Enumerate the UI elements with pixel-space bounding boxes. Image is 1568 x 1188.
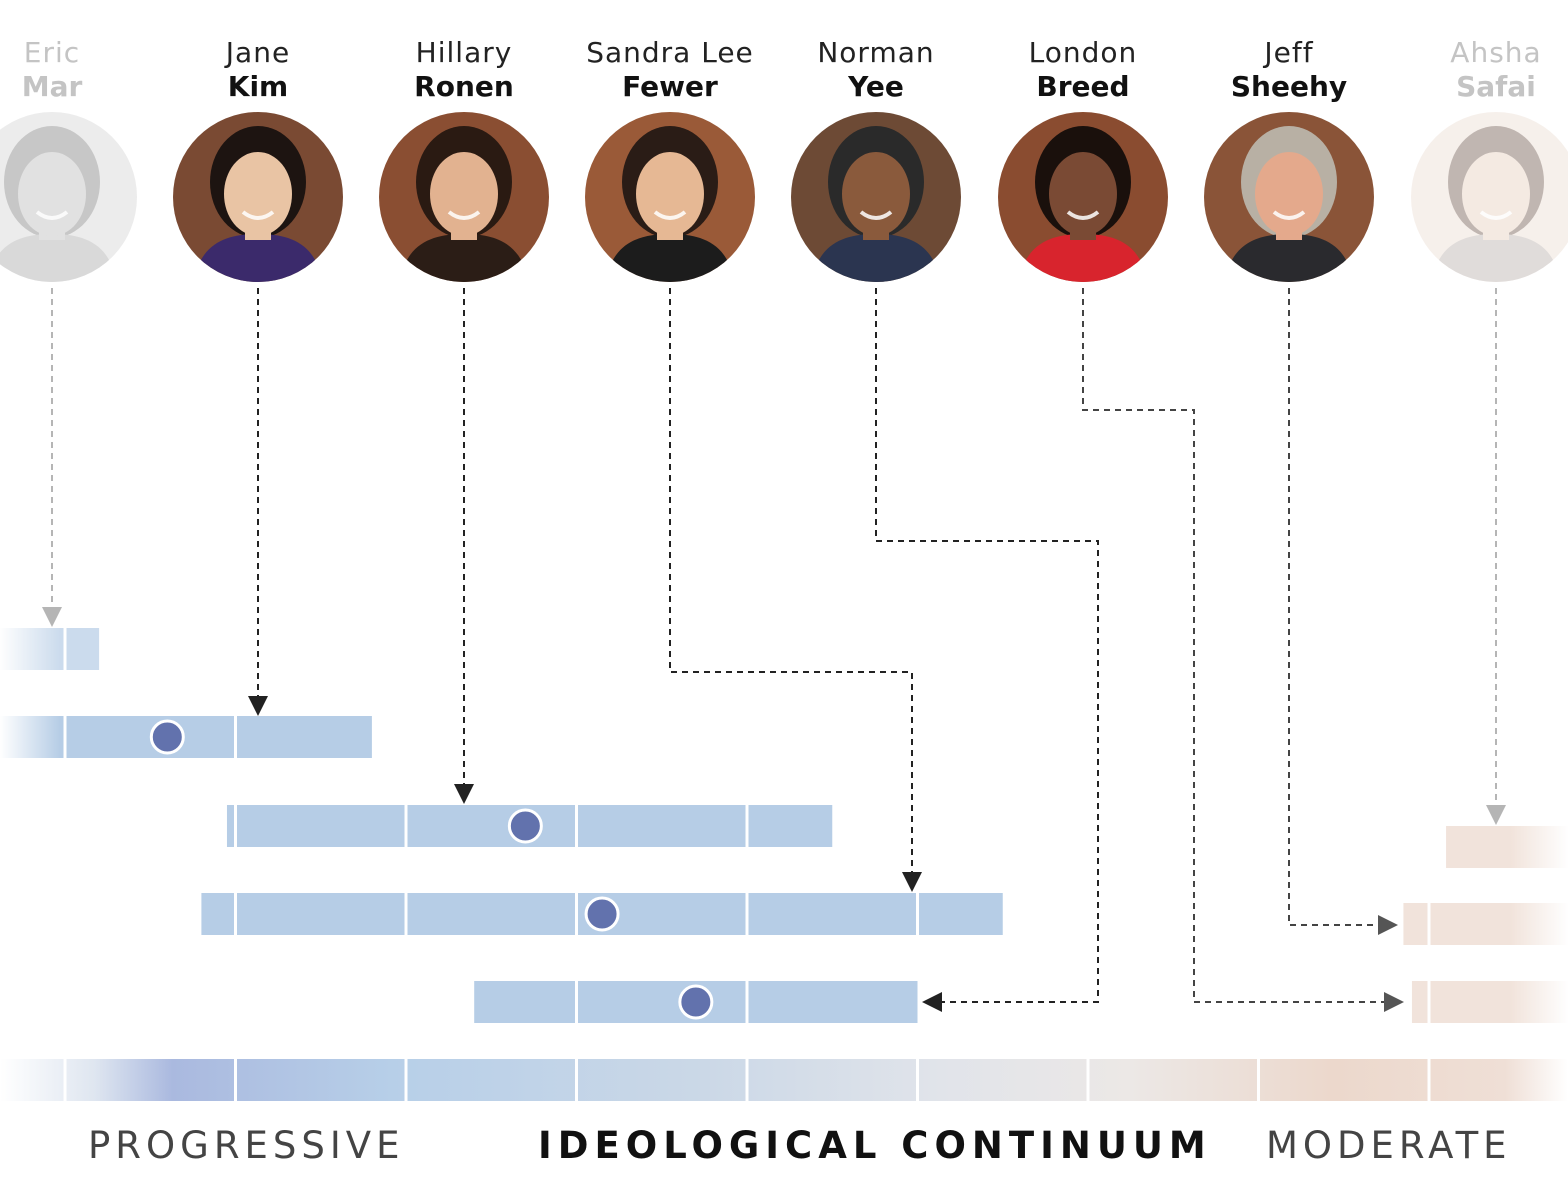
axis-divider <box>234 1059 237 1101</box>
position-dot <box>678 984 714 1020</box>
axis-divider <box>1427 1059 1431 1101</box>
connector-arrow <box>1288 288 1398 935</box>
first-name: Norman <box>817 36 935 69</box>
position-dot <box>507 808 543 844</box>
segment-divider <box>63 716 67 758</box>
supervisor-name-sandra-lee-fewer: Sandra Lee Fewer <box>560 36 780 104</box>
axis-divider <box>745 1059 749 1101</box>
first-name: Ahsha <box>1450 36 1542 69</box>
connector-arrows <box>42 288 1506 1012</box>
range-bar <box>0 716 372 758</box>
supervisor-name-norman-yee: Norman Yee <box>766 36 986 104</box>
supervisor-name-eric-mar: Eric Mar <box>0 36 162 104</box>
first-name: Sandra Lee <box>586 36 754 69</box>
connector-arrow <box>875 288 1099 1012</box>
supervisor-name-london-breed: London Breed <box>973 36 1193 104</box>
range-bar <box>1411 981 1568 1023</box>
axis-divider <box>404 1059 408 1101</box>
segment-divider <box>745 805 749 847</box>
portrait-london-breed <box>998 112 1168 282</box>
moderate-label: MODERATE <box>1266 1124 1512 1167</box>
continuum-title: IDEOLOGICAL CONTINUUM <box>538 1124 1212 1167</box>
segment-divider <box>63 628 67 670</box>
supervisor-name-jeff-sheehy: Jeff Sheehy <box>1179 36 1399 104</box>
segment-divider <box>575 893 578 935</box>
progressive-label: PROGRESSIVE <box>88 1124 405 1167</box>
position-dot <box>584 896 620 932</box>
first-name: Jane <box>225 36 291 69</box>
first-name: Jeff <box>1264 36 1314 69</box>
segment-divider <box>745 981 749 1023</box>
axis-divider <box>575 1059 578 1101</box>
segment-divider <box>916 893 919 935</box>
segment-divider <box>404 805 408 847</box>
axis-divider <box>1086 1059 1090 1101</box>
last-name: Mar <box>21 70 83 103</box>
position-dots <box>149 719 714 1020</box>
portrait-sandra-lee-fewer <box>585 112 755 282</box>
last-name: Sheehy <box>1230 70 1348 103</box>
supervisor-name-hillary-ronen: Hillary Ronen <box>354 36 574 104</box>
connector-arrow <box>669 288 922 892</box>
continuum-axis <box>0 1059 1568 1101</box>
first-name: Eric <box>23 36 81 69</box>
portrait-jane-kim <box>173 112 343 282</box>
axis-divider <box>63 1059 67 1101</box>
range-bar <box>1446 826 1568 868</box>
axis-divider <box>1257 1059 1260 1101</box>
segment-divider <box>1427 903 1431 945</box>
segment-divider <box>575 981 578 1023</box>
segment-divider <box>234 716 237 758</box>
range-bar <box>1403 903 1568 945</box>
portrait-jeff-sheehy <box>1204 112 1374 282</box>
first-name: London <box>1028 36 1138 69</box>
segment-divider <box>234 805 237 847</box>
segment-divider <box>1427 981 1431 1023</box>
position-dot <box>149 719 185 755</box>
last-name: Breed <box>1036 70 1130 103</box>
axis-bar <box>0 1059 1568 1101</box>
segment-divider <box>575 805 578 847</box>
segment-divider <box>745 893 749 935</box>
last-name: Safai <box>1456 70 1536 103</box>
range-bar <box>0 628 100 670</box>
supervisor-name-jane-kim: Jane Kim <box>148 36 368 104</box>
connector-arrow <box>1082 288 1404 1012</box>
last-name: Ronen <box>414 70 514 103</box>
segment-divider <box>234 893 237 935</box>
range-bars <box>0 628 1568 1023</box>
portrait-ahsha-safai <box>1411 112 1568 282</box>
supervisor-name-ahsha-safai: Ahsha Safai <box>1386 36 1568 104</box>
portrait-hillary-ronen <box>379 112 549 282</box>
axis-divider <box>916 1059 919 1101</box>
last-name: Yee <box>848 70 904 103</box>
last-name: Kim <box>227 70 289 103</box>
last-name: Fewer <box>622 70 718 103</box>
portrait-norman-yee <box>791 112 961 282</box>
portrait-eric-mar <box>0 112 137 282</box>
segment-divider <box>404 893 408 935</box>
first-name: Hillary <box>415 36 513 69</box>
